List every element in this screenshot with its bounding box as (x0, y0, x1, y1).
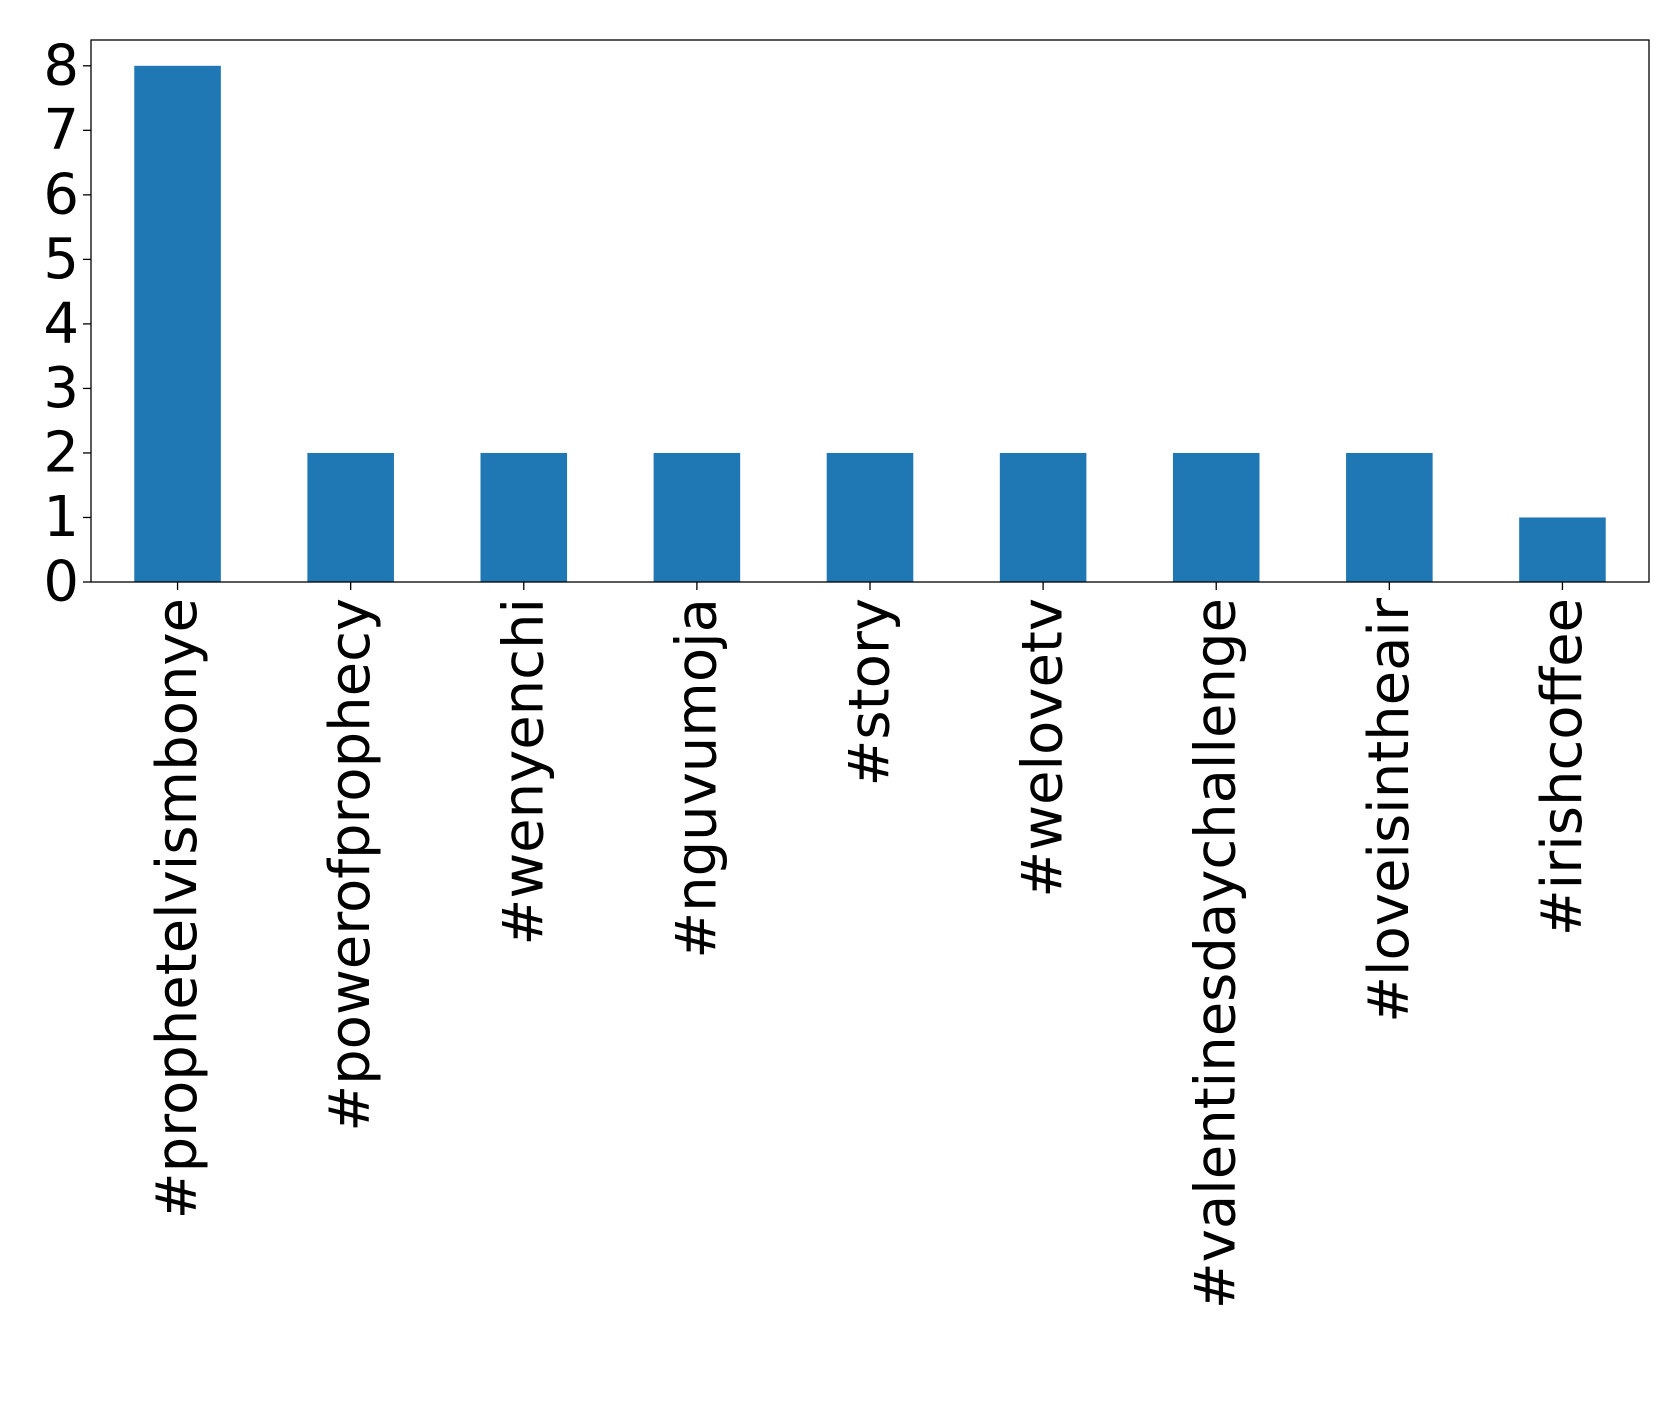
bar (999, 452, 1087, 582)
x-tick-label: #welovetv (1011, 598, 1076, 898)
x-tick-label: #story (838, 598, 903, 786)
y-tick-label: 7 (43, 98, 79, 163)
y-tick-label: 2 (43, 420, 79, 485)
y-tick-label: 3 (43, 356, 79, 421)
x-axis: #prophetelvismbonye #powerofprophecy #weny… (145, 582, 1595, 1309)
x-tick-label: #nguvumoja (664, 598, 729, 959)
bar (1346, 452, 1433, 582)
y-tick-label: 5 (43, 227, 79, 292)
bars-group (134, 65, 1606, 582)
y-tick-label: 8 (43, 33, 79, 98)
plot-frame (90, 39, 1650, 583)
bar (826, 452, 914, 582)
bar (480, 452, 568, 582)
x-tick-label: #irishcoffee (1530, 598, 1595, 936)
x-tick-label: #prophetelvismbonye (145, 598, 210, 1219)
bar (1172, 452, 1260, 582)
x-tick-label: #valentinesdaychallenge (1184, 598, 1249, 1309)
bar (653, 452, 741, 582)
bar (307, 452, 394, 582)
bar (1519, 517, 1606, 582)
x-tick-label: #loveisintheair (1357, 597, 1422, 1023)
y-tick-label: 0 (43, 550, 79, 615)
y-tick-label: 1 (43, 485, 79, 550)
y-tick-label: 6 (43, 162, 79, 227)
y-tick-label: 4 (43, 291, 79, 356)
x-tick-label: #wenyenchi (491, 598, 556, 946)
x-tick-label: #powerofprophecy (318, 598, 383, 1132)
bar (134, 65, 221, 582)
